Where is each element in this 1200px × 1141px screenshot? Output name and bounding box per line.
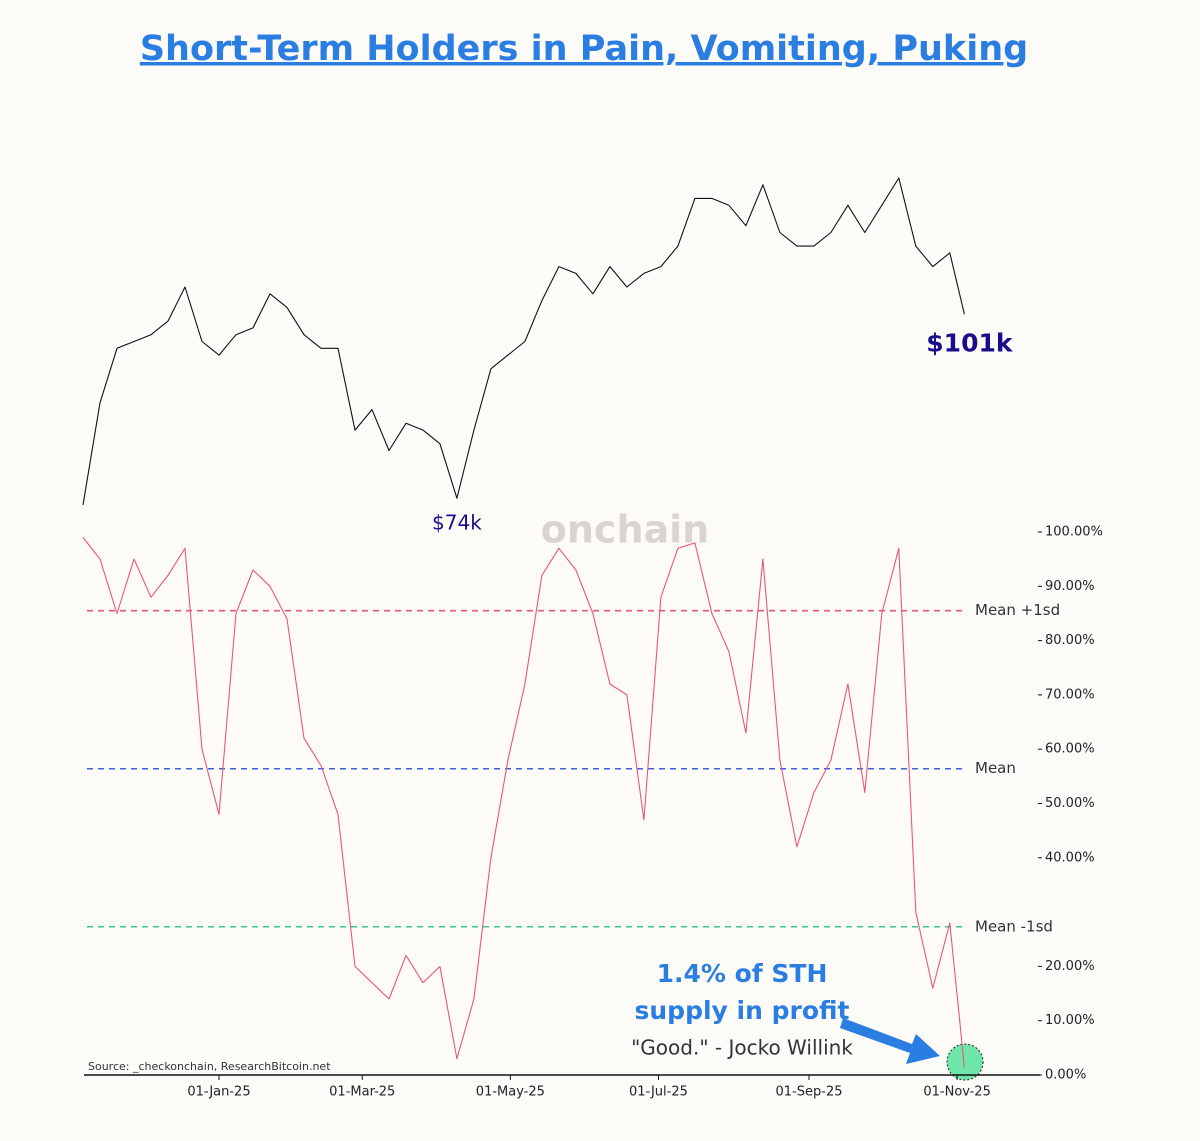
watermark: onchain (541, 508, 709, 552)
annotation: supply in profit (635, 996, 850, 1025)
x-tick-label: 01-May-25 (476, 1085, 545, 1100)
value-label: $101k (926, 328, 1014, 357)
x-tick-label: 01-Jan-25 (187, 1085, 250, 1100)
y-tick-label: 100.00% (1045, 525, 1103, 540)
chart-title: Short-Term Holders in Pain, Vomiting, Pu… (140, 29, 1028, 69)
y-tick-label: 70.00% (1045, 687, 1095, 702)
annotation: 1.4% of STH (657, 959, 828, 988)
y-tick-label: 50.00% (1045, 796, 1095, 811)
line-series (82, 537, 965, 1068)
reference-label: Mean -1sd (975, 917, 1053, 935)
x-tick-label: 01-Mar-25 (329, 1085, 395, 1100)
x-tick-label: 01-Sep-25 (776, 1085, 843, 1100)
y-tick-label: 40.00% (1045, 850, 1095, 865)
annotation: "Good." - Jocko Willink (631, 1036, 853, 1060)
line-series (82, 177, 965, 506)
y-tick-label: 80.00% (1045, 633, 1095, 648)
source: Source: _checkonchain, ResearchBitcoin.n… (88, 1060, 331, 1073)
y-tick-label: 90.00% (1045, 579, 1095, 594)
x-tick-label: 01-Nov-25 (923, 1085, 991, 1100)
y-tick-label: 0.00% (1045, 1068, 1086, 1083)
y-tick-label: 60.00% (1045, 742, 1095, 757)
y-tick-label: 10.00% (1045, 1013, 1095, 1028)
y-tick-label: 20.00% (1045, 959, 1095, 974)
reference-label: Mean +1sd (975, 601, 1060, 619)
value-label: $74k (432, 511, 482, 535)
x-tick-label: 01-Jul-25 (629, 1085, 688, 1100)
arrow (840, 1018, 940, 1064)
highlight-circle (946, 1043, 984, 1081)
reference-label: Mean (975, 759, 1016, 777)
